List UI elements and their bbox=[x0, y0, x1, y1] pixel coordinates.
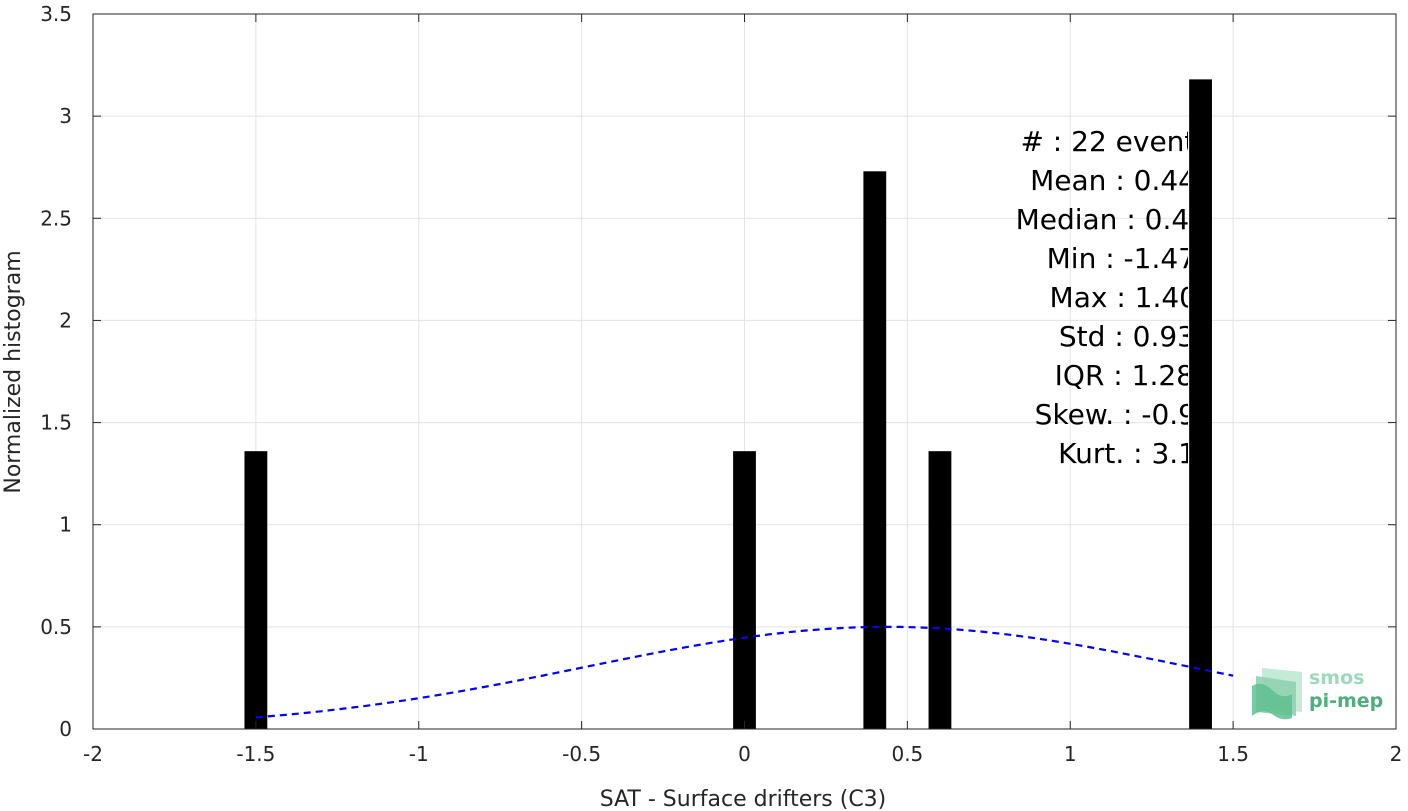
y-tick-label: 3 bbox=[59, 104, 72, 128]
logo-text-pi-mep: pi-mep bbox=[1309, 690, 1383, 712]
y-tick-label: 0.5 bbox=[40, 615, 72, 639]
normal-fit-curve bbox=[255, 625, 1234, 719]
y-tick-label: 2 bbox=[59, 308, 72, 332]
y-tick-label: 3.5 bbox=[40, 2, 72, 26]
x-axis-label: SAT - Surface drifters (C3) bbox=[600, 787, 887, 811]
stats-line: Max : 1.40 bbox=[1050, 281, 1197, 314]
x-ticks: -2 -1.5 -1 -0.5 0 0.5 1 1.5 2 bbox=[83, 14, 1402, 766]
stats-lines: # : 22 events Mean : 0.44 Median : 0.43 Min… bbox=[1016, 125, 1210, 470]
y-tick-label: 0 bbox=[59, 717, 72, 741]
stats-line: Kurt. : 3.1 bbox=[1058, 437, 1196, 470]
stats-line: # : 22 events bbox=[1020, 125, 1210, 158]
x-tick-label: -1 bbox=[409, 742, 429, 766]
y-axis-label: Normalized histogram bbox=[1, 250, 26, 493]
x-tick-label: 2 bbox=[1390, 742, 1403, 766]
histogram-bar bbox=[1189, 79, 1212, 729]
bars-group bbox=[244, 79, 1212, 730]
x-tick-label: -2 bbox=[83, 742, 103, 766]
y-tick-label: 1 bbox=[59, 513, 72, 537]
stats-line: Min : -1.47 bbox=[1047, 242, 1196, 275]
stats-line: Mean : 0.44 bbox=[1030, 164, 1196, 197]
y-tick-label: 2.5 bbox=[40, 206, 72, 230]
stats-line: IQR : 1.28 bbox=[1055, 359, 1194, 392]
x-tick-label: 0 bbox=[738, 742, 751, 766]
stats-annotation: # : 22 events Mean : 0.44 Median : 0.43 Min… bbox=[1016, 125, 1210, 470]
x-tick-label: 0.5 bbox=[891, 742, 923, 766]
x-tick-label: -1.5 bbox=[236, 742, 275, 766]
stats-line: Std : 0.93 bbox=[1059, 320, 1195, 353]
logo-text-smos: smos bbox=[1309, 667, 1364, 689]
logo-mark-icon bbox=[1252, 668, 1302, 720]
y-ticks: 0 0.5 1 1.5 2 2.5 3 3.5 bbox=[40, 2, 1396, 741]
y-tick-label: 1.5 bbox=[40, 411, 72, 435]
smos-pi-mep-logo: smos pi-mep bbox=[1252, 667, 1383, 720]
fit-curve-group bbox=[255, 625, 1234, 719]
histogram-bar bbox=[928, 451, 952, 729]
histogram-bar bbox=[733, 451, 756, 729]
histogram-bar bbox=[863, 171, 887, 730]
x-tick-label: -0.5 bbox=[562, 742, 601, 766]
stats-line: Median : 0.43 bbox=[1016, 203, 1207, 236]
histogram-bar bbox=[244, 451, 268, 729]
stats-line: Skew. : -0.9 bbox=[1035, 398, 1196, 431]
x-tick-label: 1.5 bbox=[1217, 742, 1249, 766]
x-tick-label: 1 bbox=[1064, 742, 1077, 766]
